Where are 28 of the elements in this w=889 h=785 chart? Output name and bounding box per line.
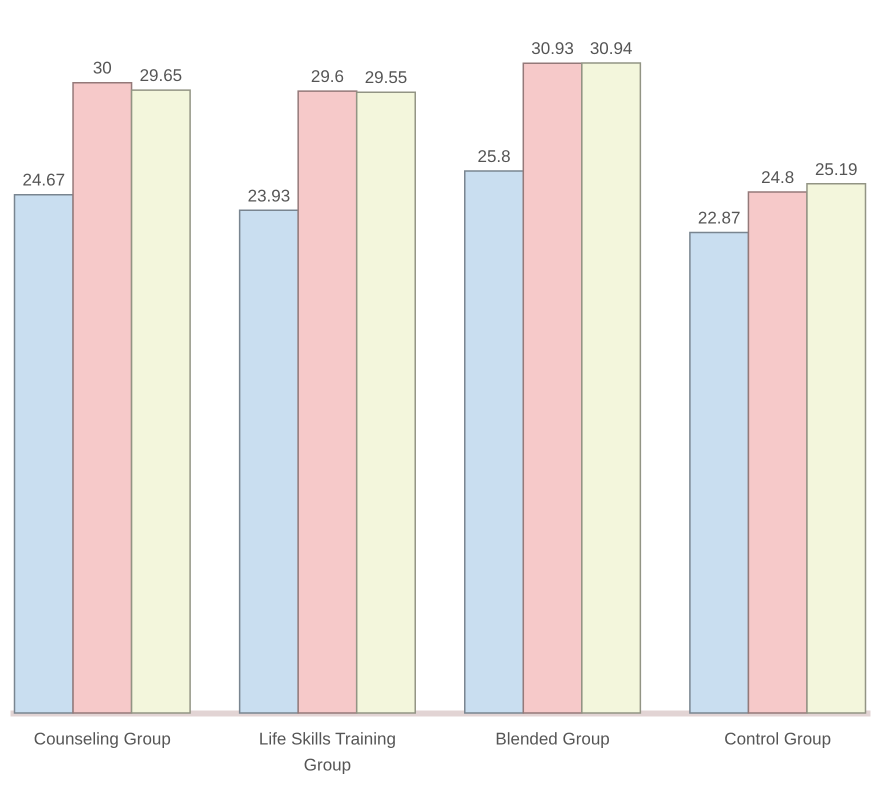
bar [748, 191, 808, 714]
x-tick-label: Blended Group [495, 730, 610, 748]
x-tick-label: Life Skills Training Group [258, 730, 396, 774]
data-label: 30.94 [590, 39, 632, 58]
x-tick-label: Counseling Group [34, 730, 171, 748]
data-label: 30 [92, 58, 112, 78]
bar [581, 62, 642, 714]
bar [522, 62, 583, 714]
data-label: 24.8 [761, 168, 794, 187]
data-label: 24.67 [22, 170, 66, 190]
data-label: 22.87 [698, 208, 740, 228]
data-label: 29.6 [310, 67, 344, 86]
data-label: 25.19 [814, 160, 858, 179]
data-label: 25.8 [477, 146, 511, 166]
bar [72, 82, 132, 714]
bar [130, 89, 191, 714]
data-label: 30.93 [531, 39, 574, 58]
x-tick-label: Control Group [724, 730, 832, 748]
bar [464, 170, 524, 714]
data-label: 23.93 [248, 186, 290, 206]
data-label: 29.65 [140, 66, 182, 86]
bar [806, 183, 866, 714]
bar [689, 232, 750, 714]
bar [356, 91, 416, 714]
bar [297, 90, 358, 714]
bar [14, 194, 74, 714]
data-label: 29.55 [364, 68, 408, 88]
bar [238, 210, 299, 714]
